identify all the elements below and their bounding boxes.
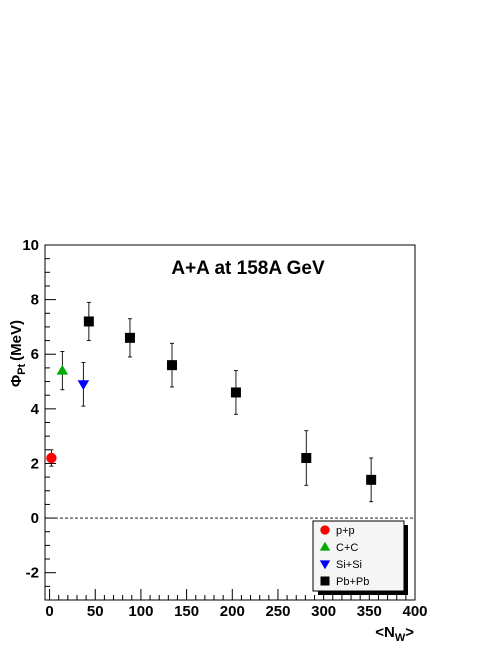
x-tick-label: 150 bbox=[174, 603, 199, 620]
x-tick-label: 50 bbox=[87, 603, 104, 620]
y-axis-label-subscript: Pt bbox=[16, 364, 28, 375]
y-tick-label: 2 bbox=[31, 455, 39, 472]
series-pb-pb bbox=[83, 301, 377, 503]
legend-label: Pb+Pb bbox=[336, 576, 369, 588]
legend-entry: C+C bbox=[319, 541, 358, 554]
data-point bbox=[77, 380, 90, 391]
series-c-c bbox=[56, 351, 69, 391]
x-tick-label: 350 bbox=[357, 603, 382, 620]
x-axis-label: <NW> bbox=[375, 624, 414, 644]
legend-entry: p+p bbox=[320, 525, 355, 537]
data-points bbox=[46, 301, 377, 503]
y-tick-label: -2 bbox=[26, 565, 39, 582]
data-point bbox=[124, 332, 135, 343]
data-point bbox=[230, 387, 241, 398]
x-axis-label-end: > bbox=[405, 624, 414, 641]
legend-marker bbox=[320, 525, 330, 535]
y-tick-label: 10 bbox=[22, 237, 39, 254]
y-tick-label: 6 bbox=[31, 346, 39, 363]
data-point bbox=[301, 453, 312, 463]
legend-label: p+p bbox=[336, 525, 355, 537]
series-p-p bbox=[46, 449, 57, 467]
chart-title: A+A at 158A GeV bbox=[171, 258, 325, 279]
data-point bbox=[366, 474, 377, 485]
legend-marker bbox=[320, 576, 330, 586]
x-tick-label: 0 bbox=[45, 603, 53, 620]
y-tick-label: 0 bbox=[31, 510, 39, 527]
data-point bbox=[83, 316, 94, 327]
data-point bbox=[46, 452, 57, 464]
y-axis-label-symbol: Φ bbox=[8, 375, 25, 387]
legend-marker bbox=[319, 541, 331, 551]
x-tick-label: 100 bbox=[128, 603, 153, 620]
y-axis-label-unit: (MeV) bbox=[8, 320, 25, 361]
series-si-si bbox=[77, 361, 90, 407]
legend-entry: Si+Si bbox=[319, 559, 362, 571]
legend-entry: Pb+Pb bbox=[320, 576, 369, 588]
x-tick-label: 250 bbox=[265, 603, 290, 620]
data-point bbox=[56, 364, 69, 375]
legend: p+p C+C Si+Si Pb+Pb bbox=[312, 520, 408, 595]
data-point bbox=[166, 360, 177, 371]
legend-marker bbox=[319, 560, 331, 570]
y-tick-label: 4 bbox=[31, 401, 40, 418]
legend-label: C+C bbox=[336, 542, 358, 554]
y-axis-label: ΦPt (MeV) bbox=[8, 320, 28, 387]
x-axis-label-main: <N bbox=[375, 624, 395, 641]
axis-ticks: 0 50 100 150 200 250 300 350 400 -2 0 2 4 6 8 10 bbox=[22, 237, 427, 620]
x-axis-label-subscript: W bbox=[395, 632, 406, 644]
x-tick-label: 300 bbox=[311, 603, 336, 620]
y-tick-label: 8 bbox=[31, 292, 39, 309]
x-tick-label: 400 bbox=[402, 603, 427, 620]
legend-label: Si+Si bbox=[336, 559, 362, 571]
x-tick-label: 200 bbox=[220, 603, 245, 620]
